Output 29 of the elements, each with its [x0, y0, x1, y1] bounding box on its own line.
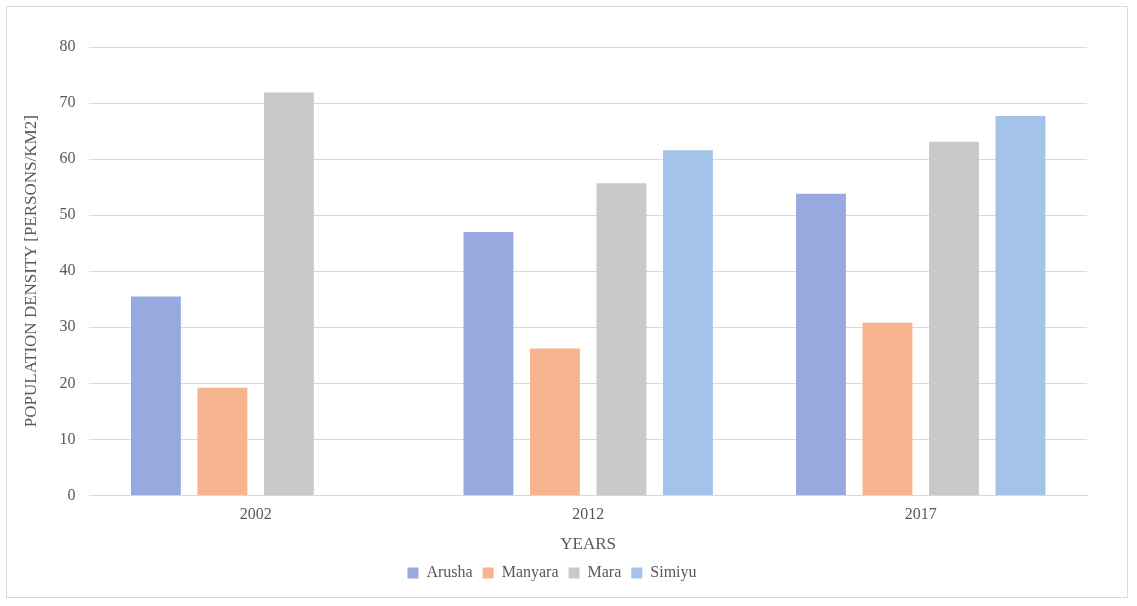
y-tick-label: 70	[59, 93, 76, 111]
x-axis-title: YEARS	[560, 534, 617, 554]
bar	[530, 348, 580, 495]
bar	[663, 150, 713, 495]
bar	[463, 231, 514, 495]
bar	[197, 387, 248, 495]
y-tick-label: 50	[59, 205, 76, 223]
bar	[596, 183, 647, 495]
y-tick-label: 10	[59, 429, 76, 447]
y-tick-label: 40	[59, 261, 76, 279]
y-tick-label: 0	[67, 485, 76, 503]
y-axis-title: POPULATION DENSITY [PERSONS/KM2]	[20, 115, 40, 428]
legend-label: Simiyu	[650, 563, 697, 582]
y-tick-label: 60	[59, 149, 76, 167]
x-tick-label: 2002	[239, 505, 272, 523]
legend-label: Mara	[587, 563, 622, 581]
legend-label: Arusha	[426, 563, 473, 581]
x-tick-label: 2017	[904, 505, 937, 523]
bar	[130, 296, 181, 495]
x-tick-label: 2012	[572, 505, 605, 523]
bar	[995, 115, 1046, 495]
y-tick-label: 80	[59, 37, 76, 55]
y-tick-label: 20	[59, 373, 76, 391]
bar	[862, 322, 913, 495]
bar	[263, 92, 314, 495]
bar	[929, 141, 979, 495]
bar	[796, 193, 846, 495]
legend-label: Manyara	[501, 563, 559, 582]
y-tick-label: 30	[59, 317, 76, 335]
